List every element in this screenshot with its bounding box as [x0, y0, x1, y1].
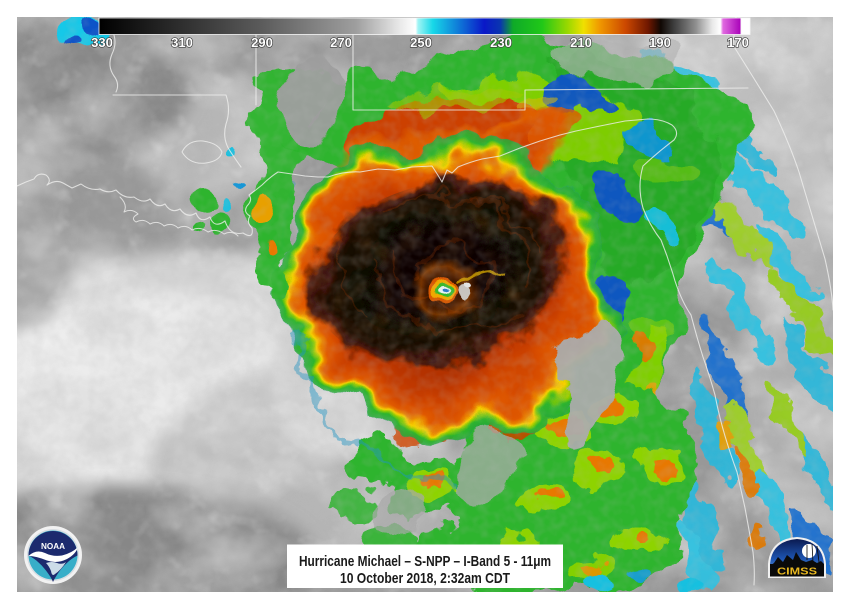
svg-text:230: 230: [490, 35, 512, 50]
svg-text:310: 310: [171, 35, 193, 50]
svg-text:210: 210: [570, 35, 592, 50]
svg-text:290: 290: [251, 35, 273, 50]
svg-text:Hurricane Michael – S-NPP – I-: Hurricane Michael – S-NPP – I-Band 5 - 1…: [299, 553, 551, 570]
svg-text:270: 270: [330, 35, 352, 50]
svg-text:250: 250: [410, 35, 432, 50]
svg-text:330: 330: [91, 35, 113, 50]
svg-text:10 October 2018, 2:32am CDT: 10 October 2018, 2:32am CDT: [340, 570, 510, 587]
svg-text:CIMSS: CIMSS: [777, 567, 817, 578]
svg-text:190: 190: [649, 35, 671, 50]
svg-text:NOAA: NOAA: [41, 542, 65, 551]
svg-text:170: 170: [727, 35, 749, 50]
